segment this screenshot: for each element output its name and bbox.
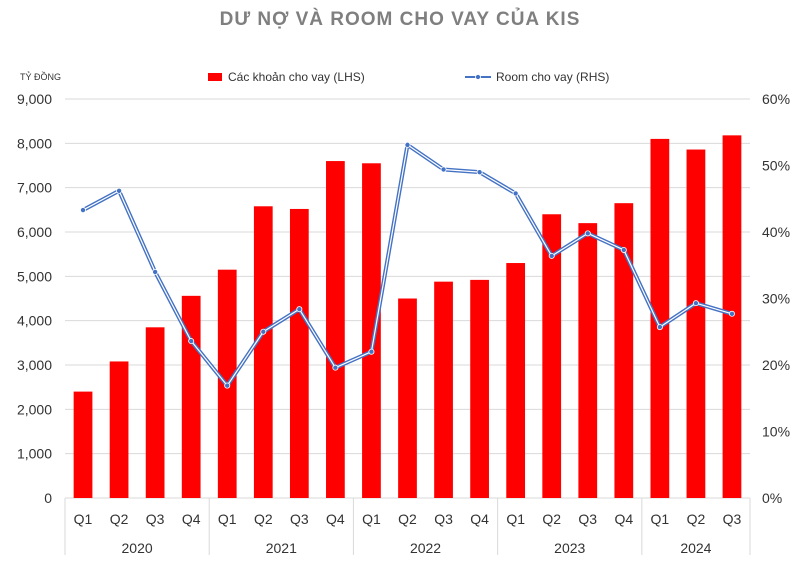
loan-bar	[434, 281, 453, 498]
room-point	[656, 324, 663, 331]
year-label: 2022	[410, 540, 441, 556]
left-axis-tick-label: 8,000	[17, 135, 52, 151]
room-point	[332, 364, 339, 371]
left-axis-tick-label: 9,000	[17, 91, 52, 107]
right-axis-tick-label: 20%	[762, 357, 790, 373]
left-axis-tick-label: 5,000	[17, 268, 52, 284]
chart-title: DƯ NỢ VÀ ROOM CHO VAY CỦA KIS	[220, 8, 581, 30]
loan-bar	[326, 161, 345, 499]
left-axis-tick-label: 2,000	[17, 401, 52, 417]
room-point	[296, 306, 303, 313]
x-axis-tick-label: Q3	[723, 511, 742, 527]
x-axis-tick-label: Q4	[326, 511, 345, 527]
legend-label-room: Room cho vay (RHS)	[496, 70, 609, 84]
x-axis-tick-label: Q1	[362, 511, 381, 527]
year-label: 2020	[122, 540, 153, 556]
x-axis-tick-label: Q3	[578, 511, 597, 527]
left-axis-ticks: 0 1,000 2,000 3,000 4,000 5,000 6,000 7,000 8,00…	[17, 91, 52, 506]
x-axis-tick-label: Q4	[470, 511, 489, 527]
legend-marker-room	[475, 74, 481, 80]
legend-swatch-loans	[208, 73, 222, 81]
room-point	[476, 169, 483, 176]
x-axis-tick-label: Q4	[182, 511, 201, 527]
x-axis-quarter-labels: Q1 Q2 Q3 Q4 Q1 Q2 Q3 Q4 Q1 Q2 Q3 Q4 Q1 Q2 Q3 Q4 Q1 Q2 Q3	[74, 511, 742, 527]
right-axis-tick-label: 10%	[762, 424, 790, 440]
x-axis-tick-label: Q2	[254, 511, 273, 527]
right-axis-tick-label: 30%	[762, 291, 790, 307]
room-point	[512, 190, 519, 197]
room-point	[260, 328, 267, 335]
left-axis-tick-label: 1,000	[17, 446, 52, 462]
loan-bar	[470, 279, 489, 498]
left-axis-tick-label: 6,000	[17, 224, 52, 240]
room-point	[80, 207, 87, 214]
legend-label-loans: Các khoản cho vay (LHS)	[228, 70, 365, 84]
room-point	[224, 382, 231, 389]
x-axis-tick-label: Q4	[614, 511, 633, 527]
loan-bars	[73, 135, 742, 499]
right-axis-ticks: 0% 10% 20% 30% 40% 50% 60%	[762, 91, 790, 506]
loan-bar	[145, 327, 165, 498]
loan-bar	[289, 208, 309, 499]
room-point	[368, 348, 375, 355]
room-point	[152, 268, 159, 275]
x-axis-tick-label: Q2	[398, 511, 417, 527]
loan-bar	[109, 361, 129, 498]
x-axis-tick-label: Q3	[434, 511, 453, 527]
loan-bar	[362, 163, 381, 499]
x-axis-tick-label: Q1	[506, 511, 525, 527]
loan-bar	[398, 298, 417, 498]
x-axis-tick-label: Q3	[146, 511, 165, 527]
right-axis-tick-label: 50%	[762, 158, 790, 174]
x-axis-tick-label: Q2	[542, 511, 561, 527]
room-point	[728, 310, 735, 317]
room-point	[584, 230, 591, 237]
left-axis-tick-label: 7,000	[17, 180, 52, 196]
right-axis-tick-label: 40%	[762, 224, 790, 240]
room-point	[548, 252, 555, 259]
room-point	[440, 166, 447, 173]
room-point	[188, 338, 195, 345]
room-point	[692, 300, 699, 307]
year-label: 2023	[554, 540, 585, 556]
x-axis-tick-label: Q1	[74, 511, 93, 527]
loan-bar	[73, 391, 93, 498]
left-axis-tick-label: 0	[44, 490, 52, 506]
legend: Các khoản cho vay (LHS) Room cho vay (RH…	[208, 70, 609, 84]
room-line-series	[80, 141, 735, 389]
left-axis-tick-label: 4,000	[17, 313, 52, 329]
room-point	[404, 141, 411, 148]
year-label: 2021	[266, 540, 297, 556]
loan-bar	[253, 206, 273, 498]
x-axis-tick-label: Q1	[651, 511, 670, 527]
loan-bar	[542, 214, 562, 498]
x-axis-tick-label: Q1	[218, 511, 237, 527]
year-label: 2024	[680, 540, 711, 556]
loan-bar	[614, 203, 634, 498]
loan-bar	[650, 138, 670, 498]
left-axis-tick-label: 3,000	[17, 357, 52, 373]
room-point	[620, 246, 627, 253]
x-axis-year-labels: 2020 2021 2022 2023 2024	[64, 498, 751, 556]
x-axis-tick-label: Q2	[110, 511, 129, 527]
loan-bar	[578, 223, 598, 498]
x-axis-tick-label: Q2	[687, 511, 706, 527]
right-axis-tick-label: 0%	[762, 490, 782, 506]
loan-bar	[506, 263, 526, 498]
right-axis-tick-label: 60%	[762, 91, 790, 107]
room-point	[116, 187, 123, 194]
left-axis-unit-label: TỶ ĐỒNG	[20, 71, 61, 82]
loan-bar	[686, 149, 706, 499]
x-axis-tick-label: Q3	[290, 511, 309, 527]
